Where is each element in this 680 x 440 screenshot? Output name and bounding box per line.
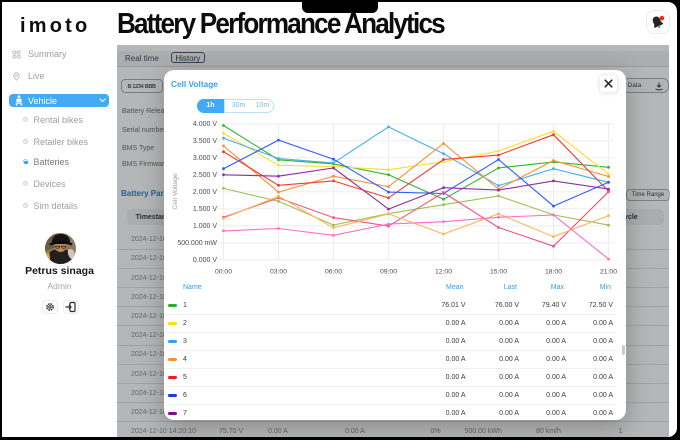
- svg-text:09:00: 09:00: [380, 268, 397, 275]
- svg-text:3.500 V: 3.500 V: [193, 138, 217, 145]
- svg-text:15:00: 15:00: [490, 268, 507, 275]
- svg-text:21:00: 21:00: [600, 268, 617, 275]
- svg-text:500.000 mW: 500.000 mW: [177, 240, 217, 247]
- svg-text:18:00: 18:00: [545, 268, 562, 275]
- svg-text:12:00: 12:00: [435, 268, 452, 275]
- svg-text:2.500 V: 2.500 V: [193, 172, 217, 179]
- svg-text:2.000 V: 2.000 V: [193, 189, 217, 196]
- svg-text:1.000 V: 1.000 V: [193, 223, 217, 230]
- svg-text:4.000 V: 4.000 V: [193, 121, 217, 128]
- svg-text:03:00: 03:00: [270, 268, 287, 275]
- svg-text:Cell Voltage: Cell Voltage: [172, 173, 179, 209]
- svg-text:0.000 V: 0.000 V: [193, 257, 217, 264]
- svg-text:1.500 V: 1.500 V: [193, 206, 217, 213]
- svg-text:3.000 V: 3.000 V: [193, 155, 217, 162]
- svg-text:00:00: 00:00: [215, 268, 232, 275]
- svg-text:06:00: 06:00: [325, 268, 342, 275]
